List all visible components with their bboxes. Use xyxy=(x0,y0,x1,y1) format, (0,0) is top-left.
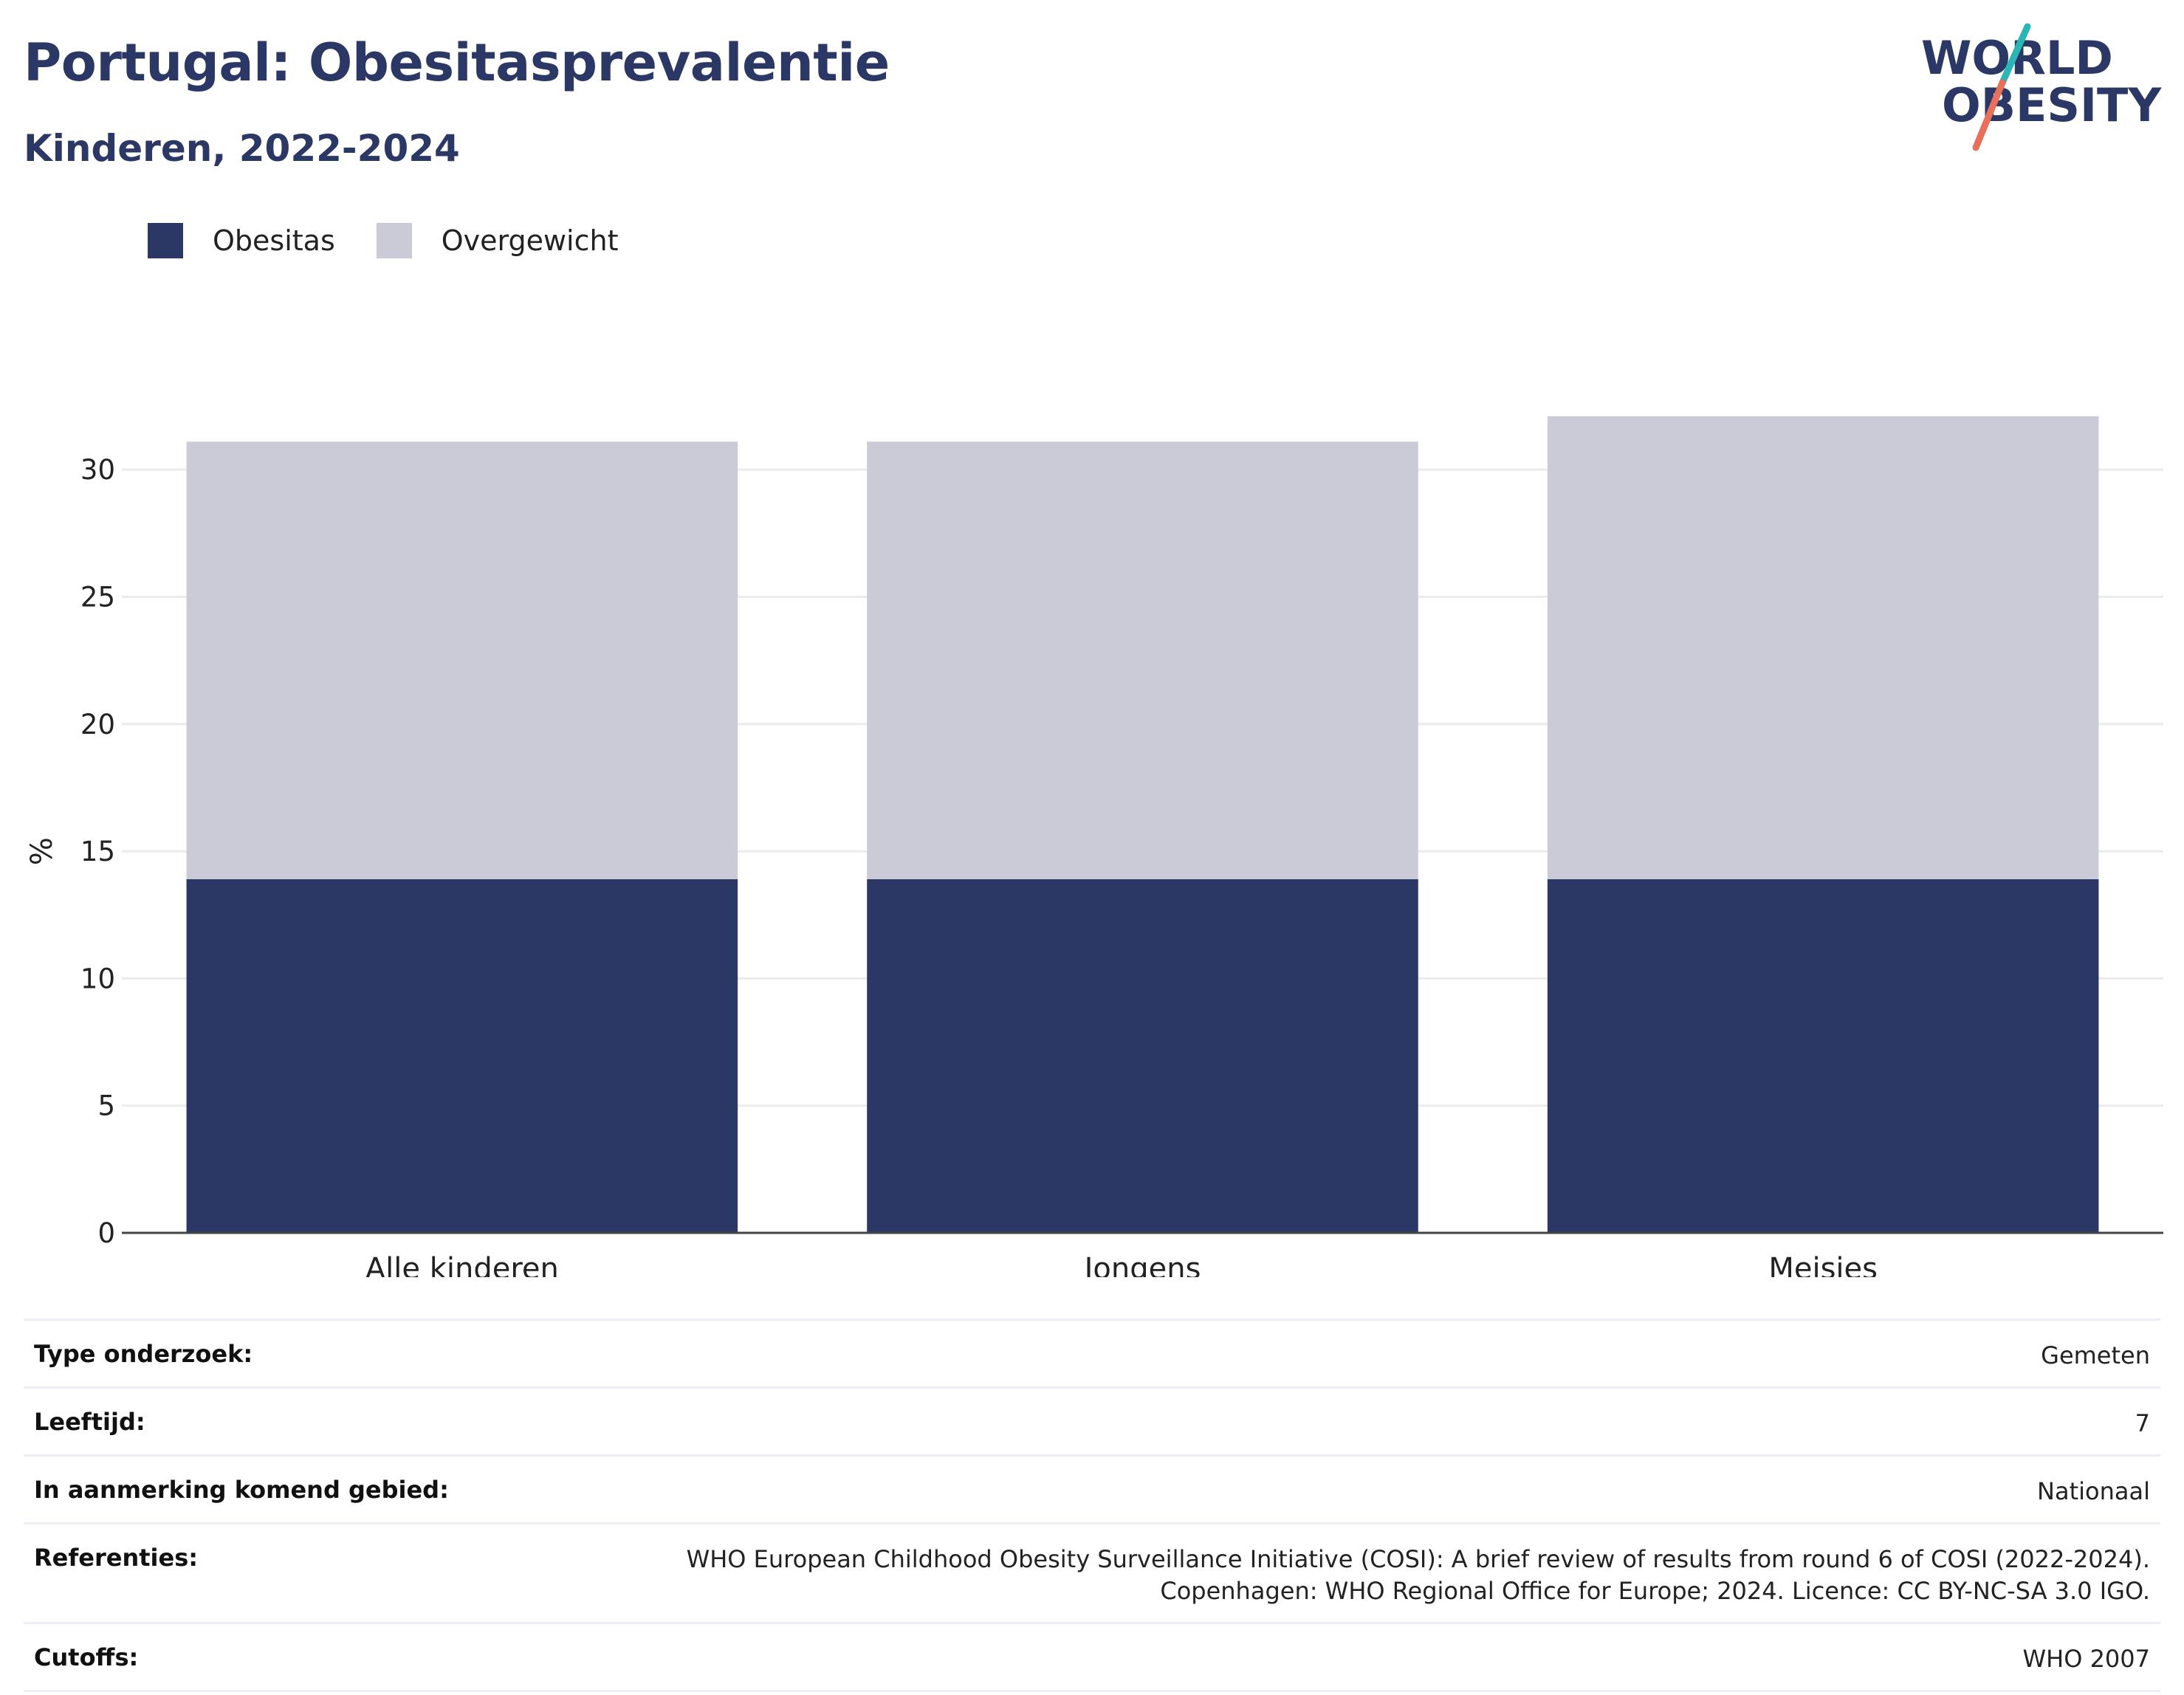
bar-obesitas-1 xyxy=(186,879,738,1233)
info-row: In aanmerking komend gebied: Nationaal xyxy=(24,1454,2160,1522)
info-row: Leeftijd: 7 xyxy=(24,1386,2160,1454)
bar-chart: 0 5 10 15 20 25 30% Alle kinderen Jongens Meisjes xyxy=(25,416,2163,1277)
info-key: Type onderzoek: xyxy=(34,1340,253,1368)
x-tick-label: Alle kinderen xyxy=(365,1252,559,1277)
legend-item-obesitas[interactable]: Obesitas xyxy=(148,223,335,258)
info-row: Type onderzoek: Gemeten xyxy=(24,1318,2160,1386)
y-tick-label: 10 xyxy=(80,963,115,994)
info-table: Type onderzoek: Gemeten Leeftijd: 7 In aanme… xyxy=(24,1318,2160,1692)
y-axis-label: % xyxy=(25,837,59,865)
legend-swatch-overgewicht xyxy=(376,223,412,258)
info-key: Leeftijd: xyxy=(34,1408,145,1436)
world-obesity-logo: WORLD OBESITY xyxy=(1921,23,2162,151)
info-row: Cutoffs: WHO 2007 xyxy=(24,1622,2160,1692)
legend-label-obesitas: Obesitas xyxy=(213,224,335,257)
legend-label-overgewicht: Overgewicht xyxy=(441,224,619,257)
legend: Obesitas Overgewicht xyxy=(148,219,660,263)
logo-slash-coral xyxy=(1972,79,2006,151)
info-key: Referenties: xyxy=(34,1544,199,1572)
bar-overgewicht-3 xyxy=(1547,416,2099,879)
logo-text-obesity: OBESITY xyxy=(1942,78,2162,132)
y-tick-label: 0 xyxy=(97,1217,115,1249)
page-subtitle: Kinderen, 2022-2024 xyxy=(24,127,460,170)
bar-obesitas-3 xyxy=(1547,879,2099,1233)
bar-overgewicht-2 xyxy=(867,441,1418,879)
y-tick-label: 25 xyxy=(80,581,115,613)
info-value: 7 xyxy=(2135,1409,2150,1437)
info-value: WHO European Childhood Obesity Surveilla… xyxy=(686,1545,2150,1605)
legend-swatch-obesitas xyxy=(148,223,183,258)
info-value: WHO 2007 xyxy=(2022,1645,2151,1673)
info-key: In aanmerking komend gebied: xyxy=(34,1476,449,1504)
y-tick-label: 20 xyxy=(80,709,115,740)
bar-obesitas-2 xyxy=(867,879,1418,1233)
info-value: Nationaal xyxy=(2037,1477,2150,1505)
bar-overgewicht-1 xyxy=(186,441,738,879)
x-tick-label: Jongens xyxy=(1082,1252,1201,1277)
x-tick-label: Meisjes xyxy=(1768,1252,1878,1277)
y-tick-label: 30 xyxy=(80,454,115,486)
page-title: Portugal: Obesitasprevalentie xyxy=(24,32,890,93)
info-value: Gemeten xyxy=(2041,1341,2150,1369)
info-key: Cutoffs: xyxy=(34,1643,139,1671)
y-tick-label: 5 xyxy=(97,1090,115,1122)
logo-slash-teal xyxy=(1999,23,2031,86)
y-tick-label: 15 xyxy=(80,836,115,867)
info-row: Referenties: WHO European Childhood Obesi… xyxy=(24,1522,2160,1622)
legend-item-overgewicht[interactable]: Overgewicht xyxy=(376,223,619,258)
